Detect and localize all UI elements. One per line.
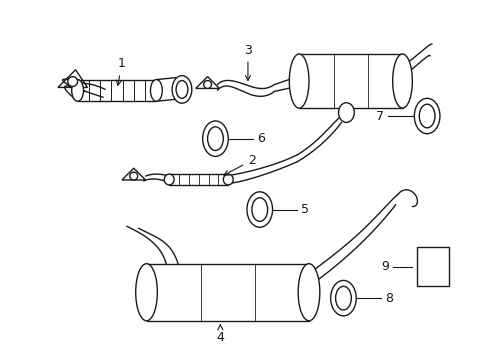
Ellipse shape: [223, 174, 233, 185]
Ellipse shape: [413, 98, 439, 134]
Text: 6: 6: [256, 132, 264, 145]
Ellipse shape: [68, 77, 78, 86]
Bar: [416, 247, 448, 286]
Text: 2: 2: [224, 154, 255, 175]
Ellipse shape: [136, 264, 157, 321]
Ellipse shape: [418, 104, 434, 128]
Ellipse shape: [172, 76, 191, 103]
Ellipse shape: [298, 264, 319, 321]
Ellipse shape: [338, 103, 353, 122]
Text: 5: 5: [301, 203, 308, 216]
Text: 3: 3: [244, 44, 251, 81]
Ellipse shape: [202, 121, 228, 156]
Ellipse shape: [176, 81, 187, 98]
Ellipse shape: [207, 127, 223, 150]
Ellipse shape: [335, 286, 350, 310]
Ellipse shape: [164, 174, 174, 185]
Ellipse shape: [246, 192, 272, 227]
Text: 4: 4: [216, 325, 224, 344]
Ellipse shape: [289, 54, 308, 108]
Ellipse shape: [72, 80, 83, 101]
Bar: [299, 54, 402, 108]
Ellipse shape: [150, 80, 162, 101]
Ellipse shape: [203, 81, 211, 89]
Ellipse shape: [330, 280, 356, 316]
Ellipse shape: [392, 54, 411, 108]
Text: 7: 7: [375, 109, 383, 122]
Text: 1: 1: [116, 57, 125, 85]
Bar: [146, 264, 308, 321]
Text: 8: 8: [384, 292, 392, 305]
Ellipse shape: [129, 172, 138, 180]
Text: 9: 9: [380, 260, 388, 273]
Ellipse shape: [251, 198, 267, 221]
